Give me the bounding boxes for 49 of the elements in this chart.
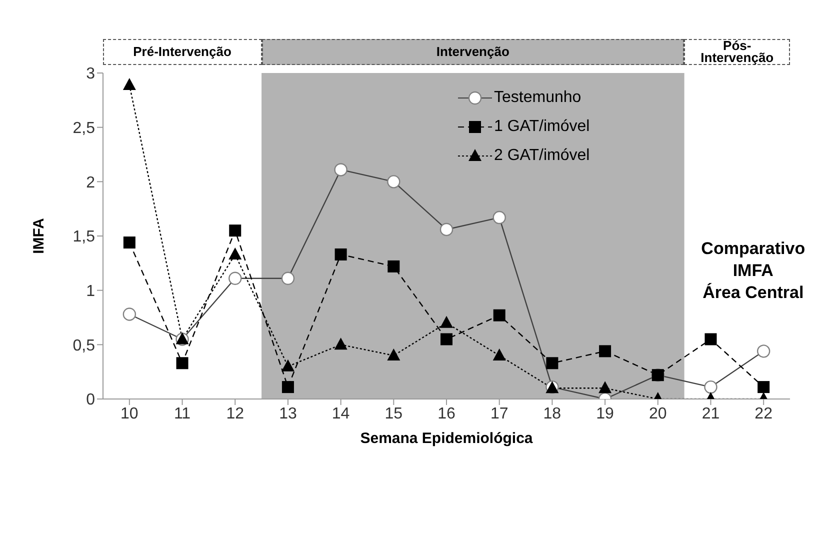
x-tick-label: 17 [490,405,508,422]
y-tick-label: 2,5 [72,120,96,138]
point [282,381,294,394]
x-tick-label: 13 [279,405,297,422]
x-tick-label: 15 [384,405,403,422]
band-label: Intervenção [435,44,510,59]
x-tick-label: 21 [702,405,720,422]
point [440,316,453,328]
y-tick-label: 0,5 [72,337,96,354]
y-tick-label: 2 [86,174,96,192]
point [598,381,612,394]
y-axis-title: IMFA [30,218,48,254]
point [492,348,506,361]
point [334,338,348,350]
annotation: Comparativo IMFA Área Central [700,238,806,304]
point [176,357,188,370]
x-tick-label: 10 [120,405,138,422]
point [388,260,400,272]
point [546,357,558,370]
point [228,247,242,260]
x-axis-title: Semana Epidemiológica [360,430,534,447]
point [758,381,770,394]
x-tick-label: 20 [648,405,667,422]
point [122,78,136,90]
legend-label: Testemunho [494,88,582,106]
point [229,224,242,237]
x-tick-label: 19 [596,405,614,422]
y-tick-label: 1 [86,283,96,300]
point [281,359,294,372]
y-tick-label: 3 [86,66,96,83]
text: Pré-Intervenção [132,44,232,59]
point [334,248,347,260]
x-tick-label: 12 [226,405,244,422]
point [440,333,452,346]
x-tick-label: 11 [174,405,191,422]
x-tick-label: 16 [438,405,456,422]
x-tick-label: 22 [754,405,773,422]
point [123,236,136,249]
point [387,348,400,361]
x-tick-label: 18 [543,405,562,422]
point [599,345,612,358]
point [704,333,717,346]
y-tick-label: 1,5 [72,228,96,246]
x-tick-label: 14 [332,405,350,422]
point [493,309,506,322]
legend-label: 2 GAT/imóvel [494,146,590,164]
y-tick-label: 0 [86,392,96,409]
legend-label: 1 GAT/imóvel [494,118,590,136]
text: Pós-Intervenção [685,38,789,65]
